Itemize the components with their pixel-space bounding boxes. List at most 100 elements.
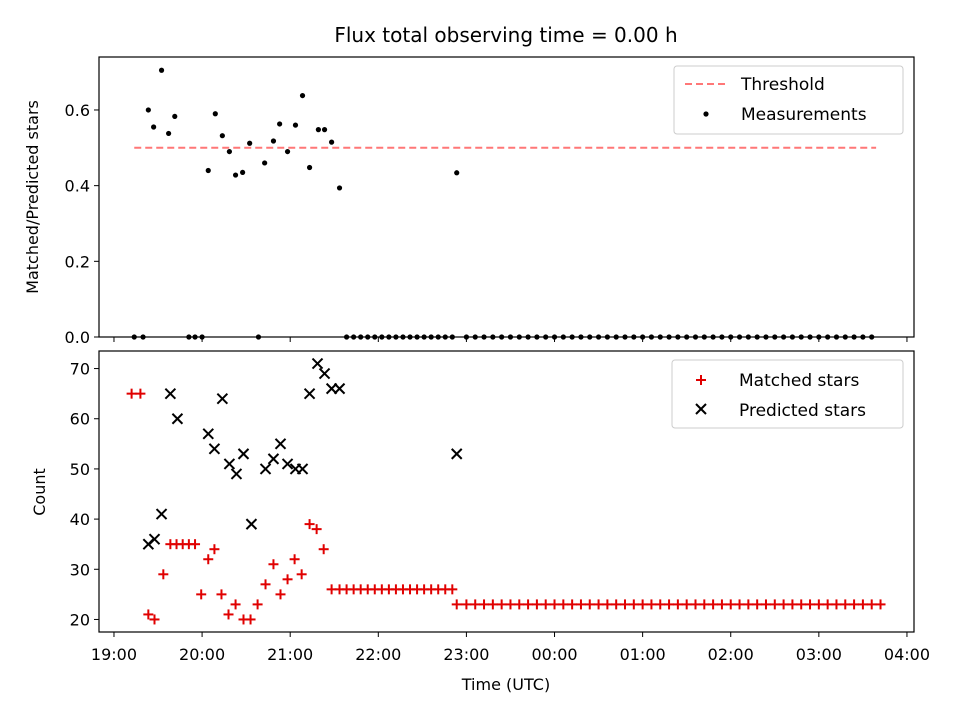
matched-point <box>787 599 798 610</box>
bottom-legend: Matched stars Predicted stars <box>671 359 904 429</box>
matched-point <box>681 599 692 610</box>
matched-point <box>461 599 472 610</box>
measurement-point <box>172 113 178 120</box>
threshold-legend-label: Threshold <box>740 75 825 95</box>
measurement-point <box>284 148 291 155</box>
matched-point <box>813 599 824 610</box>
measurement-point <box>240 169 246 176</box>
measurement-point <box>247 140 253 146</box>
matched-point <box>549 599 560 610</box>
matched-point <box>760 599 771 610</box>
matched-point <box>203 554 214 565</box>
y-tick-label: 0.4 <box>65 177 90 196</box>
measurement-point <box>151 124 157 130</box>
predicted-point <box>148 533 161 545</box>
y-tick-label: 40 <box>70 510 90 529</box>
predicted-point <box>171 413 184 425</box>
measurement-point <box>299 92 306 99</box>
predicted-point <box>303 387 316 400</box>
matched-point <box>451 599 462 610</box>
predicted-legend-marker <box>695 403 707 415</box>
matched-point <box>822 599 833 610</box>
count-marks <box>126 357 886 625</box>
matched-point <box>282 574 293 585</box>
matched-point <box>778 599 789 610</box>
predicted-point <box>208 443 221 455</box>
measurement-point <box>329 139 335 145</box>
x-tick-label: 21:00 <box>267 645 313 664</box>
bottom-legend-box <box>671 359 904 429</box>
matched-point <box>223 609 234 620</box>
matched-point <box>849 599 860 610</box>
top-y-axis-label: Matched/Predicted stars <box>23 100 42 294</box>
matched-point <box>708 599 719 610</box>
matched-legend-marker <box>696 375 706 385</box>
measurement-point <box>277 121 283 127</box>
y-tick-label: 30 <box>70 560 90 579</box>
predicted-point <box>267 453 280 465</box>
matched-point <box>866 599 877 610</box>
matched-point <box>230 599 241 610</box>
matched-point <box>593 599 604 610</box>
measurement-point <box>321 127 328 133</box>
x-tick-label: 20:00 <box>179 645 225 664</box>
matched-point <box>505 599 516 610</box>
y-tick-label: 0.0 <box>65 328 90 347</box>
predicted-point <box>245 518 258 530</box>
top-legend: Threshold Measurements <box>673 65 904 135</box>
matched-point <box>646 599 657 610</box>
matched-point <box>725 599 736 610</box>
measurement-point <box>158 67 165 73</box>
matched-point <box>567 599 578 610</box>
bottom-x-ticks: 19:00 20:00 21:00 22:00 23:00 00:00 01:00 02:00… <box>91 632 930 664</box>
matched-point <box>496 599 507 610</box>
top-legend-box <box>673 65 904 135</box>
predicted-point <box>202 428 214 440</box>
predicted-point <box>155 508 168 520</box>
matched-point <box>158 569 169 580</box>
matched-point <box>769 599 780 610</box>
matched-point <box>655 599 666 610</box>
matched-point <box>135 388 146 399</box>
matched-point <box>209 544 220 555</box>
matched-point <box>245 614 256 625</box>
matched-point <box>514 599 525 610</box>
measurement-point <box>270 138 277 144</box>
matched-point <box>796 599 807 610</box>
bottom-plot-frame <box>98 350 915 633</box>
predicted-point <box>237 448 250 460</box>
predicted-point <box>259 463 272 475</box>
measurement-point <box>292 122 299 128</box>
top-x-ticks <box>113 337 908 342</box>
x-tick-label: 00:00 <box>531 645 577 664</box>
matched-point <box>260 579 271 590</box>
matched-point <box>447 584 458 595</box>
measurements-legend-label: Measurements <box>741 105 867 125</box>
x-tick-label: 23:00 <box>443 645 489 664</box>
predicted-point <box>318 367 331 380</box>
y-tick-label: 0.2 <box>65 252 90 271</box>
predicted-point <box>223 458 236 470</box>
matched-point <box>487 599 498 610</box>
x-tick-label: 02:00 <box>708 645 754 664</box>
matched-point <box>216 589 227 600</box>
measurement-point <box>232 172 239 178</box>
bottom-y-ticks: 20 30 40 50 60 70 <box>70 360 99 629</box>
matched-point <box>311 524 322 535</box>
measurements-legend-marker <box>703 111 709 117</box>
top-plot-frame <box>98 56 915 338</box>
matched-point <box>275 589 286 600</box>
matched-point <box>857 599 868 610</box>
y-tick-label: 50 <box>70 460 90 479</box>
matched-point <box>479 599 490 610</box>
matched-point <box>296 569 307 580</box>
y-tick-label: 70 <box>70 360 90 379</box>
matched-point <box>190 539 201 550</box>
matched-point <box>575 599 586 610</box>
matched-point <box>558 599 569 610</box>
measurement-point <box>454 170 460 176</box>
matched-point <box>628 599 639 610</box>
matched-point <box>743 599 754 610</box>
matched-point <box>664 599 675 610</box>
predicted-point <box>216 392 229 405</box>
